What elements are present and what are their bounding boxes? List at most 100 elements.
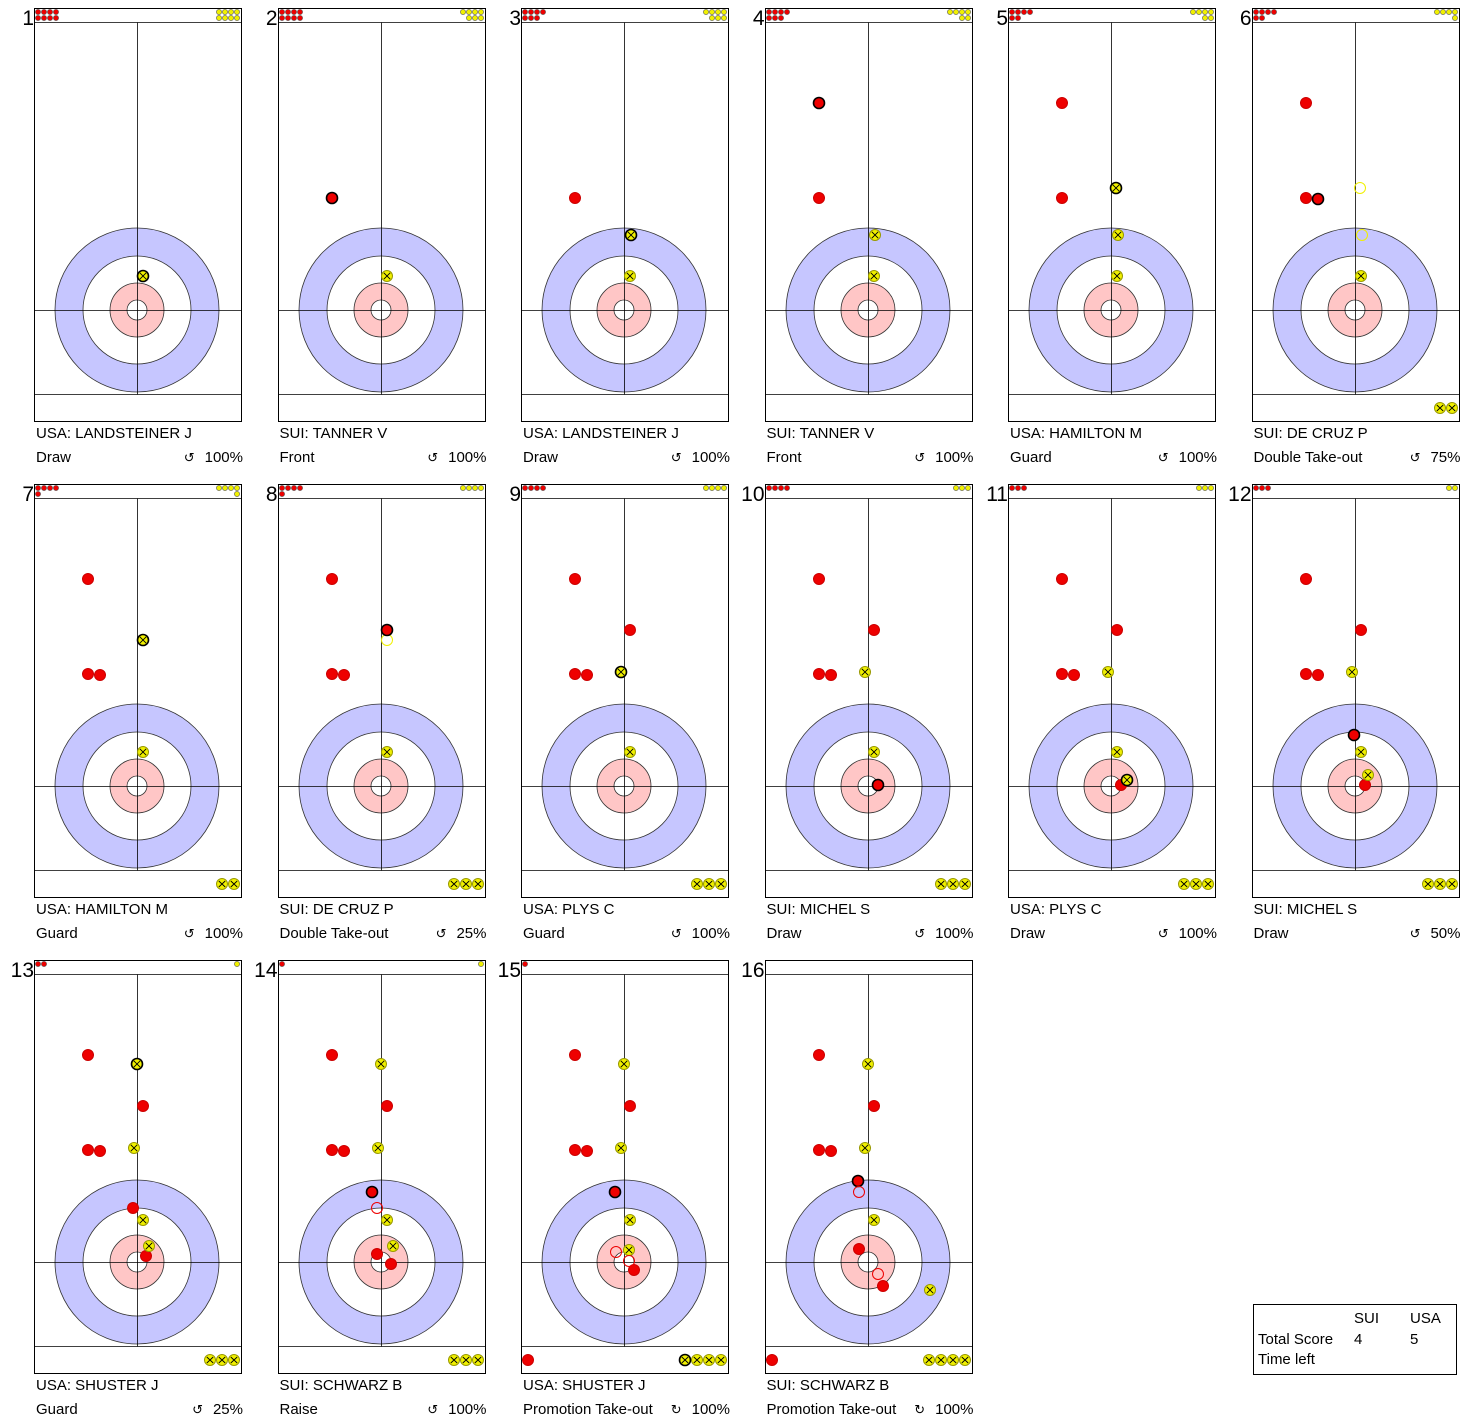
yellow-removed-stone [228, 878, 240, 890]
shot-percentage: 100% [448, 1401, 487, 1418]
red-remaining-stone [53, 485, 59, 491]
total-score-label: Total Score [1258, 1331, 1334, 1348]
shot-score: ↺ 100% [1158, 925, 1217, 942]
red-remaining-stone [765, 15, 772, 21]
shot-number: 2 [265, 7, 278, 30]
clockwise-rotation-icon: ↻ [914, 1403, 926, 1418]
red-stone [140, 1250, 152, 1262]
shot-type: Front [279, 449, 315, 466]
red-remaining-stone [765, 9, 772, 15]
red-stone-previous-position [852, 1186, 865, 1198]
red-remaining-stone [528, 15, 534, 21]
yellow-removed-stone [471, 1354, 484, 1366]
shot-panel: 6 SUI: DE CRUZ P Double Take-out ↺ 75% [1218, 0, 1461, 470]
shot-number: 13 [10, 959, 34, 982]
yellow-removed-stone [1445, 402, 1458, 414]
yellow-remaining-stone [958, 485, 965, 491]
red-stone [1347, 728, 1360, 742]
yellow-removed-stone [216, 1354, 228, 1366]
yellow-remaining-stone [234, 485, 240, 491]
shot-panel: 3 USA: LANDSTEINER J Draw ↺ 100% [487, 0, 730, 470]
scoreboard-team-b: USA [1410, 1310, 1441, 1327]
yellow-removed-stone [1433, 402, 1446, 414]
yellow-stone [1120, 773, 1134, 787]
shot-score: ↻ 100% [914, 1401, 973, 1418]
red-stone [581, 1145, 593, 1157]
red-stone [127, 1202, 139, 1214]
yellow-remaining-stone [1208, 9, 1214, 15]
shot-percentage: 100% [935, 1401, 974, 1418]
shot-number: 12 [1228, 483, 1252, 506]
yellow-remaining-stone [477, 15, 484, 21]
yellow-removed-stone [934, 1354, 947, 1366]
shot-percentage: 25% [456, 925, 487, 942]
shot-percentage: 100% [1178, 925, 1217, 942]
shot-type: Guard [1010, 449, 1052, 466]
red-stone [569, 1049, 581, 1061]
yellow-remaining-stone [465, 485, 472, 491]
shot-percentage: 100% [935, 925, 974, 942]
counter-clockwise-rotation-icon: ↺ [427, 1403, 439, 1418]
yellow-remaining-stone [471, 9, 478, 15]
red-stone [325, 668, 338, 680]
yellow-removed-stone [946, 1354, 959, 1366]
red-stone [384, 1258, 397, 1270]
red-stone [812, 192, 825, 204]
yellow-remaining-stone [471, 15, 478, 21]
yellow-remaining-stone [234, 15, 240, 21]
red-remaining-stone [278, 485, 285, 491]
button [1100, 299, 1122, 321]
button [613, 775, 635, 797]
shot-percentage: 25% [212, 1401, 243, 1418]
shot-score: ↺ 100% [671, 925, 730, 942]
yellow-stone-previous-position [1355, 229, 1368, 241]
red-stone [851, 1174, 864, 1188]
curling-sheet [1251, 484, 1460, 898]
yellow-removed-stone [691, 1354, 703, 1366]
yellow-stone [867, 746, 880, 758]
red-remaining-stone [1258, 9, 1265, 15]
yellow-removed-stone [922, 1354, 935, 1366]
red-stone [852, 1243, 865, 1255]
yellow-remaining-stone [709, 15, 715, 21]
red-remaining-stone [771, 9, 778, 15]
red-stone [812, 1144, 825, 1156]
red-remaining-stone [1264, 485, 1271, 491]
yellow-stone [1112, 229, 1124, 241]
shot-number: 9 [509, 483, 521, 506]
yellow-removed-stone [715, 878, 727, 890]
red-remaining-stone [522, 9, 528, 15]
red-stone [608, 1185, 622, 1199]
red-stone [812, 573, 825, 585]
red-stone [82, 1144, 94, 1156]
shot-score: ↺ 50% [1410, 925, 1461, 942]
red-stone [812, 96, 825, 110]
shot-panel: 11 USA: PLYS C Draw ↺ 100% [974, 476, 1217, 946]
red-stone [628, 1264, 640, 1276]
player-name: USA: LANDSTEINER J [36, 425, 192, 442]
yellow-stone [137, 1214, 149, 1226]
shot-percentage: 100% [691, 925, 730, 942]
red-remaining-stone [41, 485, 47, 491]
yellow-stone [618, 1058, 630, 1070]
red-remaining-stone [528, 9, 534, 15]
yellow-stone [143, 1240, 155, 1252]
counter-clockwise-rotation-icon: ↺ [192, 1403, 203, 1418]
yellow-remaining-stone [1202, 9, 1208, 15]
red-stone [624, 1100, 636, 1112]
player-name: SUI: TANNER V [279, 425, 388, 442]
red-remaining-stone [290, 15, 297, 21]
yellow-removed-stone [1178, 878, 1190, 890]
red-stone [82, 573, 94, 585]
red-remaining-stone [290, 9, 297, 15]
yellow-stone [371, 1142, 384, 1154]
yellow-removed-stone [447, 1354, 460, 1366]
shot-number: 15 [497, 959, 521, 982]
red-stone [867, 624, 880, 636]
yellow-stone [858, 666, 871, 678]
yellow-removed-stone [703, 878, 715, 890]
shot-number: 4 [752, 7, 765, 30]
red-stone-previous-position [370, 1202, 383, 1214]
player-name: SUI: MICHEL S [766, 901, 871, 918]
shot-number: 7 [22, 483, 34, 506]
